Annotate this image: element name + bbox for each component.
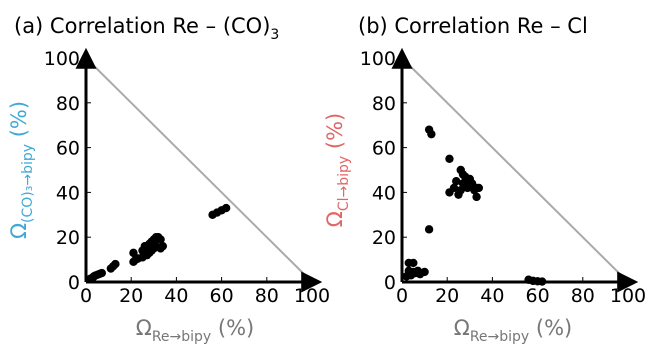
y-tick-label: 40 — [372, 182, 396, 204]
data-point — [445, 154, 454, 163]
x-tick-label: 0 — [396, 285, 408, 307]
data-point — [156, 235, 165, 244]
panel-a-x-axis-label: ΩRe→bipy (%) — [136, 316, 254, 345]
panel-b: (b) Correlation Re – Cl ΩRe→bipy (%) ΩCl… — [323, 14, 646, 345]
x-tick-label: 40 — [164, 285, 188, 307]
data-point — [158, 241, 168, 251]
data-point — [449, 183, 459, 193]
panel-b-x-axis-label: ΩRe→bipy (%) — [454, 316, 572, 345]
panel-a: (a) Correlation Re – (CO)3 ΩRe→bipy (%) … — [7, 14, 330, 345]
data-point — [409, 258, 418, 268]
y-tick-label: 100 — [44, 48, 80, 70]
data-point — [537, 277, 547, 286]
y-tick-label: 0 — [68, 272, 80, 294]
panel-a-title: (a) Correlation Re – (CO)3 — [14, 14, 279, 43]
y-tick-label: 80 — [372, 93, 396, 115]
reference-line — [85, 57, 313, 283]
data-point — [456, 185, 465, 195]
data-point — [472, 192, 481, 202]
data-point — [424, 225, 434, 234]
y-tick-label: 0 — [384, 272, 396, 294]
data-point — [129, 248, 138, 258]
x-tick-label: 100 — [294, 285, 330, 307]
x-tick-label: 100 — [610, 285, 646, 307]
panel-b-y-axis-label: ΩCl→bipy (%) — [323, 113, 352, 227]
data-point — [221, 203, 231, 213]
x-tick-label: 40 — [480, 285, 504, 307]
data-point — [415, 269, 425, 279]
panel-b-title: (b) Correlation Re – Cl — [358, 14, 588, 38]
y-tick-label: 60 — [372, 138, 396, 160]
x-tick-label: 80 — [255, 285, 279, 307]
y-tick-label: 40 — [56, 182, 80, 204]
data-point — [97, 268, 107, 278]
data-point — [452, 177, 461, 186]
data-point — [149, 239, 158, 249]
x-tick-label: 20 — [119, 285, 143, 307]
x-tick-label: 60 — [210, 285, 234, 307]
y-tick-label: 20 — [372, 227, 396, 249]
panel-a-y-axis-label: Ω(CO)₃→bipy (%) — [7, 101, 36, 239]
data-point — [111, 259, 120, 269]
data-point — [427, 129, 436, 139]
x-tick-label: 20 — [435, 285, 459, 307]
x-tick-label: 0 — [80, 285, 92, 307]
y-tick-label: 20 — [56, 227, 80, 249]
reference-line — [401, 57, 629, 283]
y-tick-label: 80 — [56, 93, 80, 115]
data-point — [474, 183, 484, 193]
x-tick-label: 60 — [526, 285, 550, 307]
y-tick-label: 60 — [56, 138, 80, 160]
x-tick-label: 80 — [571, 285, 595, 307]
y-tick-label: 100 — [360, 48, 396, 70]
